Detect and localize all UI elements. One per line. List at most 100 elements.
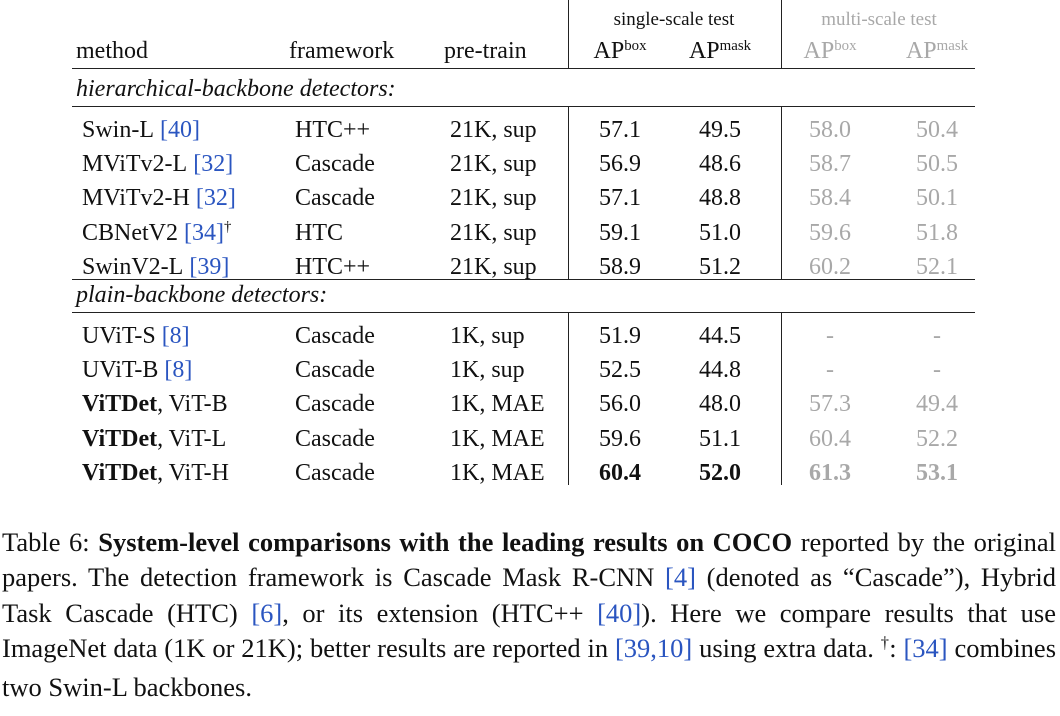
result-cell: 52.2 xyxy=(916,425,958,452)
rule xyxy=(72,68,975,70)
result-cell: 51.0 xyxy=(699,219,741,246)
method-cell: UViT-S [8] xyxy=(82,322,190,350)
method-name: MViTv2-L xyxy=(82,151,188,178)
caption-ref: [39,10] xyxy=(614,633,693,664)
section-title: plain-backbone detectors: xyxy=(76,282,328,308)
caption-bold: System-level comparisons with the leadin… xyxy=(98,526,793,557)
rule xyxy=(72,312,975,314)
result-cell: 53.1 xyxy=(916,459,958,486)
framework-cell: HTC++ xyxy=(295,117,371,143)
result-cell: 56.0 xyxy=(599,391,641,418)
pretrain-cell: 1K, MAE xyxy=(450,459,545,486)
pretrain-cell: 1K, sup xyxy=(450,357,525,384)
column-header: APmask xyxy=(906,37,968,68)
column-header: framework xyxy=(289,38,395,64)
result-cell: 52.1 xyxy=(916,253,958,280)
footnote-mark: † xyxy=(223,219,232,236)
result-cell: 58.0 xyxy=(809,117,851,143)
method-name: , ViT-H xyxy=(157,459,229,486)
method-name: UViT-B xyxy=(82,357,159,384)
caption-plain: Table 6: xyxy=(2,526,99,557)
result-cell: 57.1 xyxy=(599,185,641,212)
result-cell: 60.4 xyxy=(809,425,851,452)
pretrain-cell: 1K, MAE xyxy=(450,425,545,452)
method-cell: UViT-B [8] xyxy=(82,356,192,384)
result-cell: 50.1 xyxy=(916,185,958,212)
pretrain-cell: 21K, sup xyxy=(450,185,537,212)
header-sup: mask xyxy=(936,37,969,54)
result-cell: 49.4 xyxy=(916,391,958,418)
result-cell: 60.4 xyxy=(599,459,641,486)
result-cell: 59.1 xyxy=(599,219,641,246)
result-cell: 57.1 xyxy=(599,117,641,143)
framework-cell: Cascade xyxy=(295,357,375,384)
result-cell: - xyxy=(826,357,834,384)
method-cell: ViTDet, ViT-H xyxy=(82,459,229,487)
column-divider xyxy=(781,106,783,279)
group-header: single-scale test xyxy=(613,9,735,30)
caption-plain: (denoted as “Cascade”), Hybrid Task Casc… xyxy=(2,562,1057,628)
framework-cell: Cascade xyxy=(295,425,375,452)
method-name: Swin-L xyxy=(82,117,154,143)
pretrain-cell: 21K, sup xyxy=(450,151,537,178)
header-sup: box xyxy=(834,37,857,54)
rule xyxy=(72,106,975,108)
method-bold: ViTDet xyxy=(82,391,158,418)
caption-plain: using extra data. xyxy=(692,633,881,664)
result-cell: 51.2 xyxy=(699,253,741,280)
column-header: pre-train xyxy=(444,38,527,64)
column-header: method xyxy=(76,38,148,64)
method-bold: ViTDet xyxy=(82,425,158,452)
result-cell: 52.5 xyxy=(599,357,641,384)
framework-cell: Cascade xyxy=(295,323,375,349)
result-cell: 57.3 xyxy=(809,391,851,418)
result-cell: 50.4 xyxy=(916,117,958,143)
column-header: APmask xyxy=(689,37,751,68)
result-cell: 52.0 xyxy=(699,459,741,486)
result-cell: 48.6 xyxy=(699,151,741,178)
pretrain-cell: 21K, sup xyxy=(450,253,537,280)
caption-ref: [40] xyxy=(597,597,642,628)
method-cell: SwinV2-L [39] xyxy=(82,253,229,281)
method-bold: ViTDet xyxy=(82,459,158,486)
caption-plain: ). Here we compare results that use Imag… xyxy=(2,597,1056,664)
header-sup: box xyxy=(624,37,647,54)
result-cell: 59.6 xyxy=(599,425,641,452)
header-base: AP xyxy=(688,38,720,64)
result-cell: 60.2 xyxy=(809,253,851,280)
method-cell: ViTDet, ViT-B xyxy=(82,390,228,418)
column-divider xyxy=(568,106,570,279)
framework-cell: Cascade xyxy=(295,151,375,178)
result-cell: 58.9 xyxy=(599,253,641,280)
column-divider xyxy=(781,0,783,68)
citation: [40] xyxy=(160,117,200,143)
column-divider xyxy=(568,312,570,485)
result-cell: - xyxy=(933,357,941,384)
column-divider xyxy=(781,312,783,485)
pretrain-cell: 1K, MAE xyxy=(450,391,545,418)
method-name: SwinV2-L xyxy=(82,253,184,280)
result-cell: 50.5 xyxy=(916,151,958,178)
column-divider xyxy=(568,0,570,68)
framework-cell: Cascade xyxy=(295,391,375,418)
result-cell: 56.9 xyxy=(599,151,641,178)
method-cell: MViTv2-L [32] xyxy=(82,150,233,178)
header-base: AP xyxy=(905,38,937,64)
header-base: AP xyxy=(593,38,625,64)
result-cell: 51.8 xyxy=(916,219,958,246)
result-cell: 58.7 xyxy=(809,151,851,178)
method-name: UViT-S xyxy=(82,323,156,349)
method-cell: Swin-L [40] xyxy=(82,116,200,144)
result-cell: 48.8 xyxy=(699,185,741,212)
result-cell: 61.3 xyxy=(809,459,851,486)
framework-cell: Cascade xyxy=(295,185,375,212)
citation: [8] xyxy=(161,323,190,349)
caption-ref: [6] xyxy=(251,597,283,628)
method-name: , ViT-B xyxy=(157,391,228,418)
group-header: multi-scale test xyxy=(821,9,937,30)
pretrain-cell: 21K, sup xyxy=(450,219,537,246)
citation: [32] xyxy=(195,185,236,212)
result-cell: - xyxy=(826,323,834,349)
pretrain-cell: 1K, sup xyxy=(450,323,525,349)
